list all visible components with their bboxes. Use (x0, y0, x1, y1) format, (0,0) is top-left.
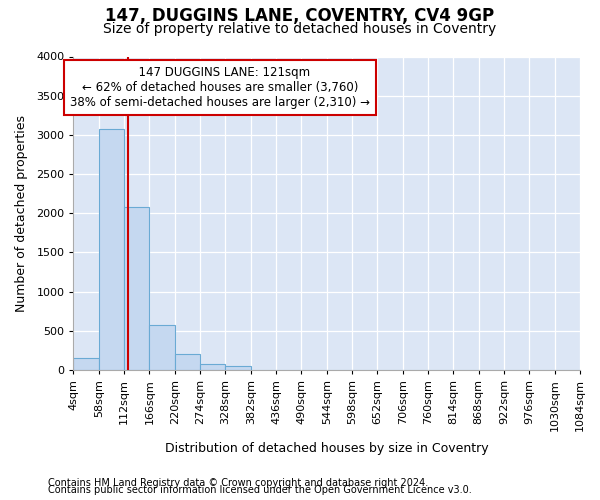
Bar (99, 130, 124, 370)
Bar (226, 366, 251, 370)
Bar (149, 325, 175, 370)
Bar (73, 358, 99, 370)
Y-axis label: Number of detached properties: Number of detached properties (15, 114, 28, 312)
Text: 147, DUGGINS LANE, COVENTRY, CV4 9GP: 147, DUGGINS LANE, COVENTRY, CV4 9GP (106, 8, 494, 26)
Text: Contains HM Land Registry data © Crown copyright and database right 2024.: Contains HM Land Registry data © Crown c… (48, 478, 428, 488)
Bar (124, 207, 149, 370)
Bar (175, 354, 200, 370)
Text: Size of property relative to detached houses in Coventry: Size of property relative to detached ho… (103, 22, 497, 36)
Bar (200, 364, 226, 370)
Text: Contains public sector information licensed under the Open Government Licence v3: Contains public sector information licen… (48, 485, 472, 495)
Text: 147 DUGGINS LANE: 121sqm
← 62% of detached houses are smaller (3,760)
38% of sem: 147 DUGGINS LANE: 121sqm ← 62% of detach… (70, 66, 370, 109)
X-axis label: Distribution of detached houses by size in Coventry: Distribution of detached houses by size … (165, 442, 488, 455)
